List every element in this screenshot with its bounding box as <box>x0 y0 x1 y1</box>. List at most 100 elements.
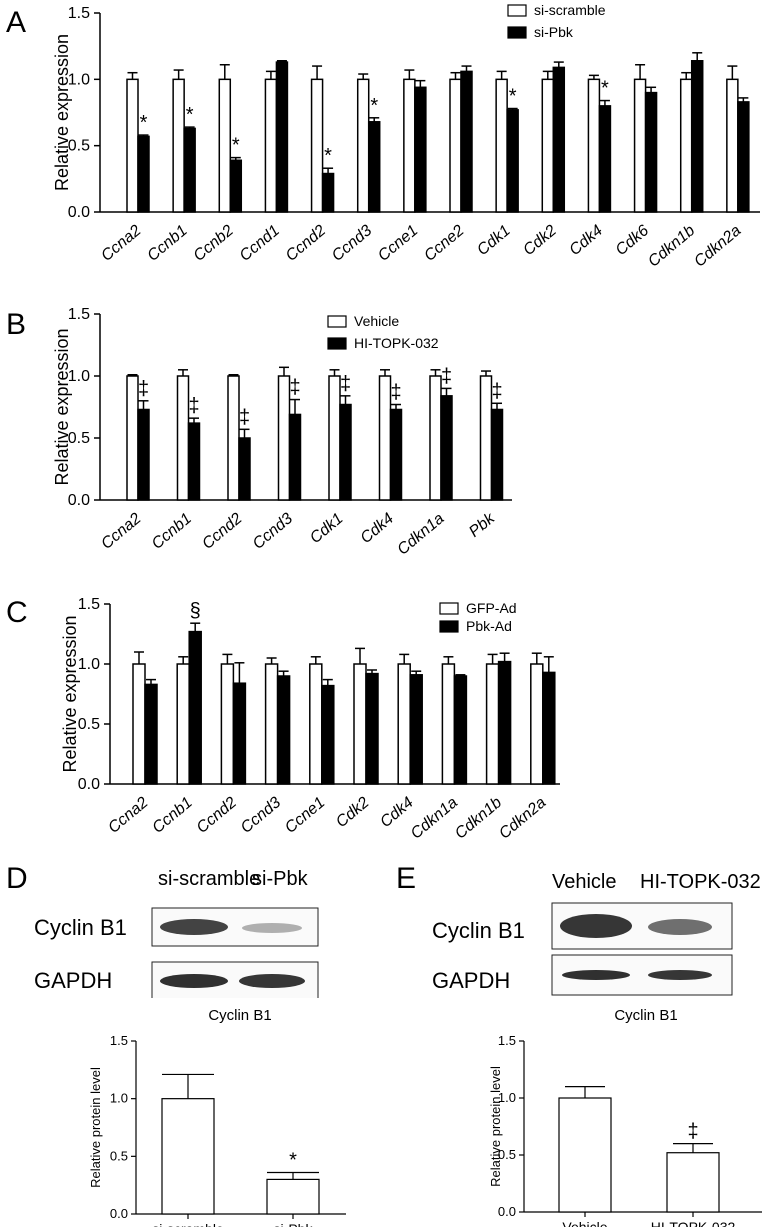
category-label: Ccnd3 <box>238 794 284 837</box>
significance-marker: * <box>509 86 517 108</box>
bar-control <box>126 375 139 501</box>
legend-label: HI-TOPK-032 <box>354 335 439 351</box>
bar-treatment <box>188 630 202 785</box>
category-label: Cdk1 <box>307 510 347 547</box>
bar-treatment <box>144 683 158 785</box>
bar-control <box>485 663 500 785</box>
legend-swatch <box>327 337 347 350</box>
blot-d-band-cyclin-2 <box>242 923 302 933</box>
category-label: Cdk6 <box>613 222 653 259</box>
bar-control <box>587 78 601 213</box>
category-label: Ccnb1 <box>149 794 195 837</box>
y-tick-label: 0.0 <box>78 776 100 793</box>
bar-control <box>264 78 278 213</box>
bar-control <box>356 78 370 213</box>
bar-control <box>328 375 341 501</box>
significance-marker: ‡ <box>188 395 199 417</box>
bar-treatment <box>276 675 291 785</box>
significance-marker: * <box>289 1149 297 1171</box>
legend-label: Pbk-Ad <box>466 618 512 634</box>
legend-label: si-Pbk <box>534 24 574 40</box>
category-label: Cdkn1b <box>645 222 698 271</box>
significance-marker: ‡ <box>687 1121 698 1143</box>
category-label: Ccna2 <box>105 794 151 837</box>
y-tick-label: 0.5 <box>68 138 90 155</box>
category-label: Ccnd2 <box>194 794 240 837</box>
chart-e: Cyclin B1 0.0 0.5 1.0 1.5 Relative protein le… <box>488 1007 762 1227</box>
significance-marker: * <box>324 145 332 167</box>
category-label: Ccnb1 <box>144 222 190 265</box>
blot-e-band-gapdh-1 <box>562 970 630 980</box>
category-label: Cdkn1a <box>408 794 461 843</box>
y-tick-label: 0.0 <box>110 1206 128 1221</box>
bar-treatment <box>183 127 196 213</box>
legend-label: Vehicle <box>354 313 399 329</box>
legend-swatch <box>507 4 527 17</box>
y-tick-label: 1.5 <box>110 1033 128 1048</box>
category-label: Ccnb1 <box>149 510 195 553</box>
bar-treatment <box>414 86 427 213</box>
bar-control <box>530 663 544 785</box>
blot-e: Vehicle HI-TOPK-032 Cyclin B1 GAPDH <box>390 858 762 998</box>
category-label: Cdk1 <box>474 222 514 259</box>
significance-marker: ‡ <box>340 373 351 395</box>
bar-treatment <box>339 403 352 501</box>
y-axis-label: Relative expression <box>60 615 80 772</box>
bar-control <box>227 375 240 501</box>
legend-swatch <box>507 26 527 39</box>
category-label: Cdk4 <box>358 510 398 547</box>
bar-control <box>277 375 291 501</box>
category-label: Ccna2 <box>98 510 144 553</box>
significance-marker: ‡ <box>390 382 401 404</box>
chart-b: 0.0 0.5 1.0 1.5 Relative expression ‡ Ccna2 ‡ Cc… <box>52 306 512 559</box>
bar-treatment <box>187 422 201 501</box>
chart-a: 0.0 0.5 1.0 1.5 Relative expression * Ccna2 * Cc… <box>52 2 760 271</box>
y-tick-label: 1.0 <box>68 368 90 385</box>
bar-treatment <box>365 672 379 785</box>
blot-d-band-gapdh-2 <box>239 974 305 988</box>
blot-e-band-gapdh-2 <box>648 970 712 980</box>
bar-control <box>479 375 493 501</box>
bar-treatment <box>288 413 302 501</box>
bar-treatment <box>229 159 243 213</box>
category-label: Ccnd1 <box>237 222 283 265</box>
bar-treatment <box>137 408 150 501</box>
bar-control <box>218 78 232 213</box>
bar-control <box>397 663 411 785</box>
category-label: Ccnd3 <box>329 222 375 265</box>
bar-treatment <box>598 105 612 213</box>
bar-control <box>264 663 279 785</box>
y-tick-label: 1.0 <box>498 1090 516 1105</box>
category-label: Ccnd2 <box>283 222 329 265</box>
bar-treatment <box>321 684 335 785</box>
legend-swatch <box>439 602 459 615</box>
y-tick-label: 1.0 <box>110 1091 128 1106</box>
bar-control <box>132 663 146 785</box>
y-axis-label: Relative protein level <box>88 1067 103 1188</box>
bar-treatment <box>490 408 504 501</box>
significance-marker: § <box>190 600 201 622</box>
significance-marker: * <box>370 95 378 117</box>
category-label: Vehicle <box>562 1219 607 1227</box>
bar-control <box>172 78 185 213</box>
y-tick-label: 1.5 <box>78 596 100 613</box>
category-label: Cdkn2a <box>496 794 549 843</box>
bar-treatment <box>232 682 247 785</box>
blot-e-band-cyclin-2 <box>648 919 712 935</box>
bar-treatment <box>506 109 519 213</box>
bar-treatment <box>644 91 658 213</box>
bar-control <box>679 78 693 213</box>
bar-control <box>176 375 190 501</box>
bar-control <box>726 78 739 213</box>
blot-d: si-scramble si-Pbk Cyclin B1 GAPDH <box>0 858 390 1001</box>
significance-marker: ‡ <box>491 380 502 402</box>
bar-treatment <box>460 70 473 213</box>
significance-marker: * <box>186 104 194 126</box>
bar-control <box>353 663 367 785</box>
bar-control <box>633 78 647 213</box>
category-label: Ccnd3 <box>250 510 296 553</box>
bar-treatment <box>238 437 251 501</box>
category-label: Ccnb2 <box>190 222 236 265</box>
bar-treatment <box>497 660 512 785</box>
category-label: Ccne2 <box>421 222 467 265</box>
